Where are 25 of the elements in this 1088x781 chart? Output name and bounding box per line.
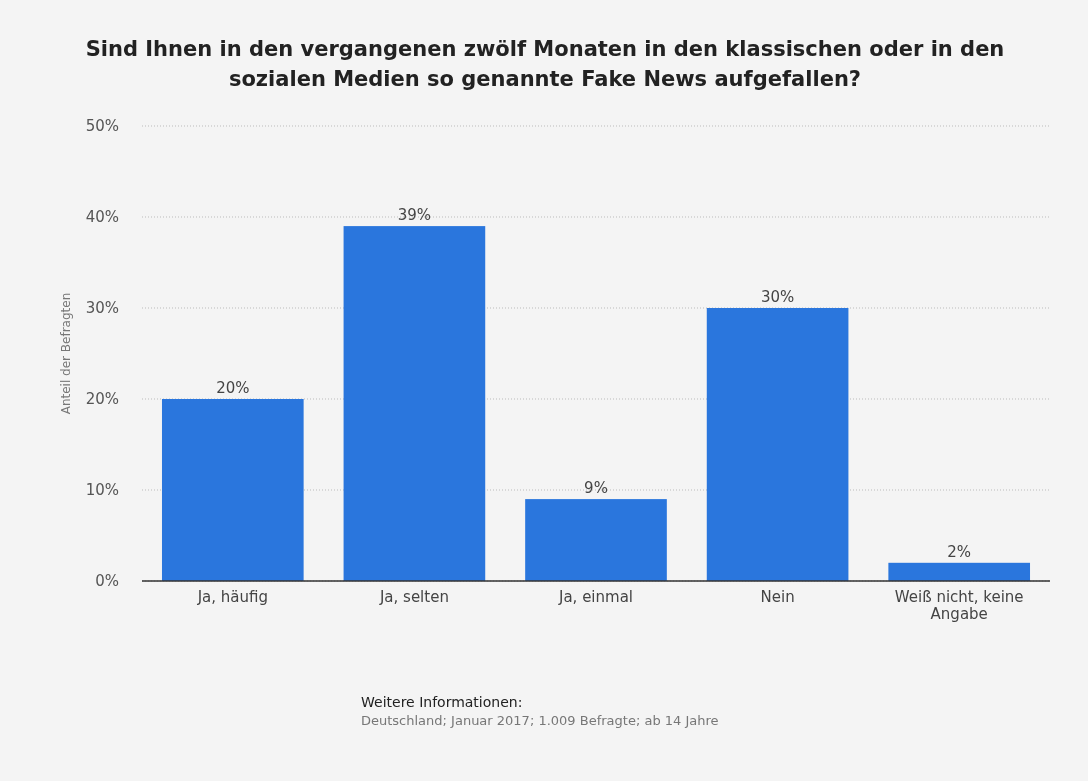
y-tick-label: 40% [85,208,119,227]
bar [888,562,1031,581]
chart-title: Sind Ihnen in den vergangenen zwölf Monaten in den klassischen oder in den sozialen Medien so genannte Fake News aufgefallen? [85,37,1005,91]
x-tick-label: Ja, häufig [196,588,268,606]
x-tick-label: Ja, einmal [557,588,634,606]
y-tick-label: 50% [85,117,119,136]
y-tick-label: 0% [95,572,119,591]
x-tick-label: Ja, selten [378,588,449,606]
bar [706,308,849,581]
data-label: 9% [584,479,608,498]
y-tick-label: 20% [85,390,119,409]
text: Weitere Informationen: [361,694,523,710]
x-tick-label: Weiß nicht, keine Angabe [894,588,1024,624]
y-axis-title: Anteil der Befragten [59,292,73,415]
y-tick-label: 10% [85,481,119,500]
bar [343,226,486,581]
data-label: 39% [397,206,432,225]
bar [525,499,667,581]
bar [161,399,304,581]
text: Deutschland; Januar 2017; 1.009 Befragte; ab 14 Jahre [361,713,719,728]
x-tick-label: Nein [760,588,795,606]
data-label: 20% [216,379,250,397]
data-label: 2% [947,542,972,561]
y-tick-label: 30% [85,299,119,318]
data-label: 30% [760,288,795,306]
